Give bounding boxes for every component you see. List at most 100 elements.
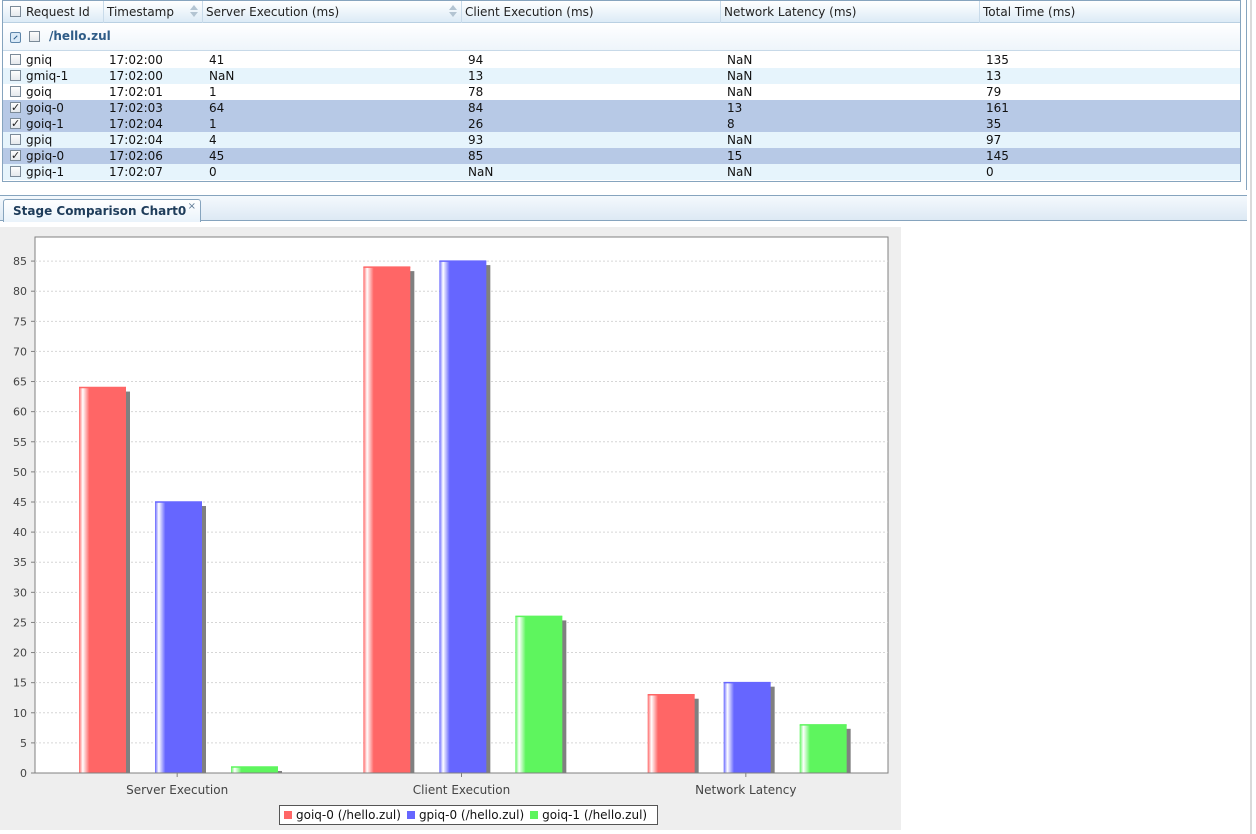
table-row[interactable]: gmiq-1 17:02:00 NaN 13 NaN 13 <box>3 68 1240 84</box>
chart-legend: goiq-0 (/hello.zul) gpiq-0 (/hello.zul) go… <box>279 805 659 825</box>
network-latency-cell: NaN <box>727 69 753 83</box>
sort-icon[interactable] <box>449 5 457 18</box>
y-tick-label: 30 <box>13 586 27 599</box>
group-title: /hello.zul <box>49 29 111 43</box>
network-latency-cell: NaN <box>727 53 753 67</box>
y-tick-label: 65 <box>13 376 27 389</box>
close-icon[interactable]: × <box>187 201 196 212</box>
row-checkbox[interactable] <box>10 86 21 97</box>
row-checkbox[interactable]: ✓ <box>10 149 21 162</box>
request-id-cell: gpiq-0 <box>26 149 65 163</box>
column-label: Network Latency (ms) <box>724 5 857 19</box>
server-execution-cell: 0 <box>209 165 217 179</box>
server-execution-cell: 64 <box>209 101 225 115</box>
total-time-cell: 0 <box>986 165 994 179</box>
y-tick-label: 10 <box>13 707 27 720</box>
request-id-cell: gpiq <box>26 133 53 147</box>
server-execution-cell: 41 <box>209 53 225 67</box>
total-time-cell: 35 <box>986 117 1002 131</box>
total-time-cell: 161 <box>986 101 1009 115</box>
column-header-server-execution[interactable]: Server Execution (ms) <box>203 1 462 23</box>
y-tick-label: 25 <box>13 616 27 629</box>
chart-panel: 0 5 10 15 20 25 30 35 40 45 50 55 60 65 70 75 80 85 Server… <box>0 227 901 830</box>
network-latency-cell: NaN <box>727 133 753 147</box>
server-execution-cell: NaN <box>209 69 235 83</box>
total-time-cell: 97 <box>986 133 1002 147</box>
network-latency-cell: 8 <box>727 117 735 131</box>
table-row[interactable]: gniq 17:02:00 41 94 NaN 135 <box>3 52 1240 68</box>
column-label: Server Execution (ms) <box>206 5 340 19</box>
table-row[interactable]: gpiq 17:02:04 4 93 NaN 97 <box>3 132 1240 148</box>
grid-header: Request Id Timestamp Server Execution (m… <box>3 1 1240 23</box>
legend-item: gpiq-0 (/hello.zul) <box>406 806 524 824</box>
group-row[interactable]: /hello.zul <box>3 23 1240 51</box>
total-time-cell: 145 <box>986 149 1009 163</box>
row-checkbox[interactable] <box>10 134 21 145</box>
row-checkbox[interactable] <box>10 166 21 177</box>
server-execution-cell: 1 <box>209 85 217 99</box>
y-tick-label: 5 <box>20 737 27 750</box>
client-execution-cell: 93 <box>468 133 484 147</box>
y-tick-label: 60 <box>13 406 27 419</box>
y-tick-label: 55 <box>13 436 27 449</box>
timestamp-cell: 17:02:06 <box>109 149 163 163</box>
bar <box>799 724 847 773</box>
column-header-total-time[interactable]: Total Time (ms) <box>980 1 1240 23</box>
row-checkbox[interactable] <box>10 54 21 65</box>
client-execution-cell: 94 <box>468 53 484 67</box>
table-row[interactable]: ✓ goiq-0 17:02:03 64 84 13 161 <box>3 100 1240 116</box>
request-id-cell: goiq <box>26 85 52 99</box>
total-time-cell: 135 <box>986 53 1009 67</box>
request-id-cell: gpiq-1 <box>26 165 65 179</box>
group-checkbox[interactable] <box>29 31 40 42</box>
bar <box>515 616 563 773</box>
column-header-network-latency[interactable]: Network Latency (ms) <box>721 1 980 23</box>
tab-label: Stage Comparison Chart0 <box>13 204 187 218</box>
vertical-scrollbar[interactable] <box>1250 0 1252 834</box>
y-tick-label: 15 <box>13 677 27 690</box>
legend-swatch <box>530 811 539 819</box>
y-tick-label: 20 <box>13 647 27 660</box>
panel-border <box>1246 0 1247 190</box>
request-id-cell: goiq-1 <box>26 117 64 131</box>
column-label: Total Time (ms) <box>983 5 1076 19</box>
sort-icon[interactable] <box>190 5 198 18</box>
request-id-cell: gmiq-1 <box>26 69 69 83</box>
bar <box>363 267 411 773</box>
request-id-cell: gniq <box>26 53 53 67</box>
network-latency-cell: NaN <box>727 165 753 179</box>
legend-item: goiq-0 (/hello.zul) <box>284 806 401 824</box>
row-checkbox[interactable] <box>10 70 21 81</box>
column-header-timestamp[interactable]: Timestamp <box>104 1 203 23</box>
tab-stage-comparison-chart[interactable]: Stage Comparison Chart0 × <box>3 199 201 222</box>
y-tick-label: 70 <box>13 345 27 358</box>
x-tick-label: Client Execution <box>413 783 510 797</box>
row-checkbox[interactable]: ✓ <box>10 117 21 130</box>
bar <box>155 501 202 773</box>
table-row[interactable]: ✓ gpiq-0 17:02:06 45 85 15 145 <box>3 148 1240 164</box>
total-time-cell: 13 <box>986 69 1002 83</box>
bar <box>231 766 278 773</box>
y-tick-label: 85 <box>13 255 27 268</box>
select-all-checkbox[interactable] <box>10 6 21 17</box>
legend-item: goiq-1 (/hello.zul) <box>530 806 647 824</box>
y-tick-label: 40 <box>13 526 27 539</box>
client-execution-cell: 13 <box>468 69 484 83</box>
y-tick-label: 75 <box>13 315 27 328</box>
tab-bar: Stage Comparison Chart0 × <box>0 195 1247 222</box>
timestamp-cell: 17:02:07 <box>109 165 163 179</box>
table-row[interactable]: ✓ goiq-1 17:02:04 1 26 8 35 <box>3 116 1240 132</box>
legend-label: goiq-1 (/hello.zul) <box>542 808 648 822</box>
bar <box>647 694 695 773</box>
stage-comparison-chart: 0 5 10 15 20 25 30 35 40 45 50 55 60 65 70 75 80 85 Server… <box>13 236 889 797</box>
legend-label: goiq-0 (/hello.zul) <box>296 808 401 822</box>
y-tick-label: 45 <box>13 496 27 509</box>
column-header-request-id[interactable]: Request Id <box>23 1 104 23</box>
row-checkbox[interactable]: ✓ <box>10 101 21 114</box>
column-header-client-execution[interactable]: Client Execution (ms) <box>462 1 721 23</box>
table-row[interactable]: gpiq-1 17:02:07 0 NaN NaN 0 <box>3 164 1240 180</box>
client-execution-cell: 26 <box>468 117 484 131</box>
table-row[interactable]: goiq 17:02:01 1 78 NaN 79 <box>3 84 1240 100</box>
total-time-cell: 79 <box>986 85 1002 99</box>
group-collapse-icon[interactable] <box>10 32 21 43</box>
